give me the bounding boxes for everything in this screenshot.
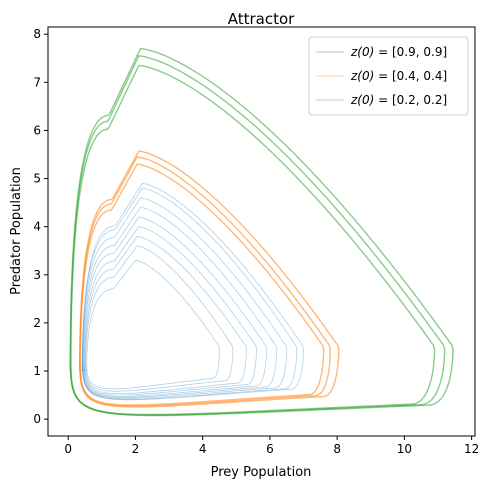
- series-layer: [69, 47, 454, 417]
- y-axis-label: Predator Population: [9, 167, 24, 295]
- y-axis: 0 1 2 3 4 5 6 7 8: [33, 27, 48, 426]
- legend-label-var: z(0): [350, 93, 374, 107]
- series-1: [78, 150, 340, 408]
- x-tick-label: 6: [266, 442, 274, 456]
- x-tick-label: 4: [199, 442, 207, 456]
- plot-frame: [47, 26, 476, 437]
- series-2: [69, 47, 454, 417]
- y-tick-label: 7: [33, 75, 41, 89]
- x-axis: 0 2 4 6 8 10 12: [64, 436, 479, 456]
- y-tick-label: 8: [33, 27, 41, 41]
- trajectory-line: [82, 207, 278, 398]
- legend-label: z(0) = [0.9, 0.9]: [350, 45, 447, 59]
- trajectory-line: [84, 235, 247, 394]
- legend-label: z(0) = [0.2, 0.2]: [350, 93, 447, 107]
- x-tick-label: 12: [464, 442, 479, 456]
- trajectory-line: [83, 216, 267, 397]
- y-tick-label: 5: [33, 172, 41, 186]
- x-tick-label: 0: [64, 442, 72, 456]
- x-tick-label: 10: [397, 442, 412, 456]
- y-tick-label: 2: [33, 316, 41, 330]
- y-tick-label: 6: [33, 123, 41, 137]
- legend-label-value: = [0.2, 0.2]: [374, 93, 447, 107]
- legend-label-value: = [0.9, 0.9]: [374, 45, 447, 59]
- plot-area: [69, 47, 454, 417]
- y-tick-label: 1: [33, 364, 41, 378]
- legend-label-var: z(0): [350, 69, 374, 83]
- trajectory-line: [83, 226, 257, 396]
- x-tick-label: 8: [333, 442, 341, 456]
- y-tick-label: 4: [33, 220, 41, 234]
- legend: z(0) = [0.9, 0.9]z(0) = [0.4, 0.4]z(0) =…: [308, 36, 469, 116]
- trajectory-line: [81, 187, 298, 400]
- trajectory-line: [70, 64, 436, 416]
- trajectory-line: [78, 150, 340, 408]
- trajectory-line: [79, 163, 325, 406]
- x-tick-label: 2: [132, 442, 140, 456]
- trajectory-line: [85, 245, 234, 392]
- y-tick-label: 3: [33, 268, 41, 282]
- legend-box: [308, 36, 469, 116]
- legend-label: z(0) = [0.4, 0.4]: [350, 69, 447, 83]
- trajectory-line: [82, 197, 288, 399]
- trajectory-line: [69, 47, 454, 417]
- legend-label-value: = [0.4, 0.4]: [374, 69, 447, 83]
- trajectory-line: [81, 182, 304, 401]
- legend-label-var: z(0): [350, 45, 374, 59]
- y-tick-label: 0: [33, 412, 41, 426]
- series-0: [81, 182, 304, 401]
- trajectory-line: [79, 156, 332, 407]
- chart-title: Attractor: [228, 10, 295, 28]
- x-axis-label: Prey Population: [211, 465, 312, 480]
- trajectory-line: [86, 260, 220, 390]
